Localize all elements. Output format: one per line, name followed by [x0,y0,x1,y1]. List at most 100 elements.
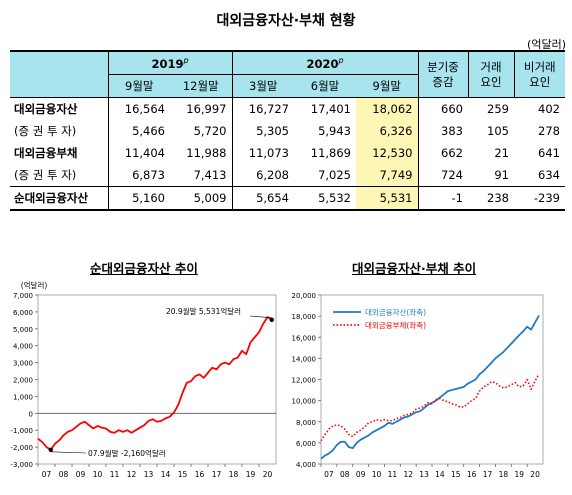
header-corner [10,51,108,98]
table-row: (증 권 투 자) 5,466 5,720 5,305 5,943 6,326 383 105… [10,120,565,142]
y-tick-label: 12,000 [292,377,317,385]
row-label: 순대외금융자산 [14,191,89,205]
table-cell: 11,073 [231,142,294,164]
page-title: 대외금융자산·부채 현황 [216,13,356,29]
table-cell: -1 [417,186,468,210]
table-cell: 91 [494,168,509,182]
y-tick-label: 1,000 [13,393,33,401]
y-tick-label: 18,000 [292,313,317,321]
table-cell: 660 [417,97,468,120]
header-quarter-change: 분기중 증감 [417,51,468,98]
x-tick-label: 08 [340,470,350,479]
y-tick-label: 7,000 [13,292,33,300]
table-cell: 11,988 [186,146,227,160]
table-cell: 6,326 [356,120,418,142]
plot-frame [320,294,544,465]
table-cell: 662 [417,142,468,164]
y-tick-label: 8,000 [296,419,316,427]
table-cell: 21 [494,146,509,160]
header-month: 9월말 [356,74,418,98]
summary-table: 2019p 2020p 분기중 증감 거래 요인 비거래 요인 9월말 12월말… [10,50,565,211]
series-line-0 [37,316,273,451]
table-row: 대외금융부채 11,404 11,988 11,073 11,869 12,530 662 2… [10,142,565,164]
net-assets-chart: 7,000 6,000 5,000 4,000 3,000 2,000 1,000 0 -1,0… [10,281,277,479]
table-cell: 16,727 [231,97,294,120]
table-cell: 17,401 [310,102,351,116]
table-cell: 11,869 [310,146,351,160]
y-tick-label: 5,000 [13,326,33,334]
x-tick-label: 14 [161,470,171,479]
table-cell: 7,749 [356,164,418,187]
table-row: 대외금융자산 16,564 16,997 16,727 17,401 18,062 660 2… [10,97,565,120]
header-non-transaction: 비거래 요인 [513,51,565,98]
header-2019: 2019p [107,51,232,75]
header-transaction: 거래 요인 [467,51,514,98]
annotation-leader [50,451,87,454]
legend-label: 대외금융부채(좌축) [365,320,426,330]
header-month: 3월말 [231,74,294,98]
x-tick-label: 07 [324,470,334,479]
table-cell: 5,531 [356,186,418,210]
x-tick-label: 08 [59,470,69,479]
table-cell: 5,305 [231,120,294,142]
x-tick-label: 10 [93,470,103,479]
x-tick-label: 12 [403,470,413,479]
y-tick-label: -3,000 [10,461,33,469]
x-tick-label: 13 [144,470,154,479]
y-tick-label: 6,000 [13,309,33,317]
header-month: 6월말 [294,74,356,98]
table-cell: 11,404 [107,142,170,164]
y-tick-label: 10,000 [292,398,317,406]
x-tick-label: 11 [110,470,120,479]
x-tick-label: 13 [419,470,429,479]
x-tick-label: 09 [76,470,86,479]
assets-liabilities-chart: 20,000 18,000 16,000 14,000 12,000 10,000 8,00… [292,292,544,479]
table-cell: 5,654 [231,186,294,210]
table-cell: 16,564 [107,97,170,120]
x-tick-label: 09 [356,470,366,479]
y-tick-label: -1,000 [10,427,33,435]
table-cell: 278 [538,124,560,138]
table-cell: 634 [538,168,560,182]
annotation-leader [249,315,272,319]
x-tick-label: 19 [246,470,256,479]
x-tick-label: 17 [483,470,493,479]
series-line-0 [320,315,540,460]
y-tick-label: 14,000 [292,355,317,363]
x-tick-label: 18 [499,470,509,479]
table-cell: 259 [487,102,509,116]
chart-title-net: 순대외금융자산 추이 [90,261,198,276]
table-cell: 5,720 [193,124,227,138]
unit-label: (억달러) [527,38,566,51]
annotation-label: 07.9월말 -2,160억달러 [88,448,166,458]
table-cell: 383 [417,120,468,142]
y-tick-label: 16,000 [292,334,317,342]
y-tick-label: 4,000 [296,461,316,469]
table-cell: 724 [417,164,468,187]
y-tick-label: 6,000 [296,440,316,448]
x-tick-label: 11 [388,470,398,479]
chart-title-assets-liabilities: 대외금융자산·부채 추이 [352,261,477,276]
table-cell: 6,873 [107,164,170,187]
x-tick-label: 20 [530,470,540,479]
y-tick-label: 0 [29,410,33,418]
header-month: 12월말 [170,74,232,98]
table-cell: 18,062 [356,97,418,120]
x-tick-label: 12 [127,470,137,479]
y-tick-label: 3,000 [13,360,33,368]
x-tick-label: 15 [451,470,461,479]
row-label: (증 권 투 자) [14,168,77,182]
x-tick-label: 15 [178,470,188,479]
table-row: 순대외금융자산 5,160 5,009 5,654 5,532 5,531 -1 238 -23… [10,186,565,210]
annotation-marker [269,317,274,323]
table-cell: 641 [538,146,560,160]
row-label: 대외금융자산 [14,102,78,116]
annotation-label: 20.9월말 5,531억달러 [166,306,241,316]
x-tick-label: 16 [195,470,205,479]
series-line-1 [320,373,540,442]
x-tick-label: 14 [435,470,445,479]
table-cell: 402 [538,102,560,116]
x-tick-label: 07 [42,470,52,479]
table-cell: 105 [487,124,509,138]
table-cell: 5,466 [107,120,170,142]
